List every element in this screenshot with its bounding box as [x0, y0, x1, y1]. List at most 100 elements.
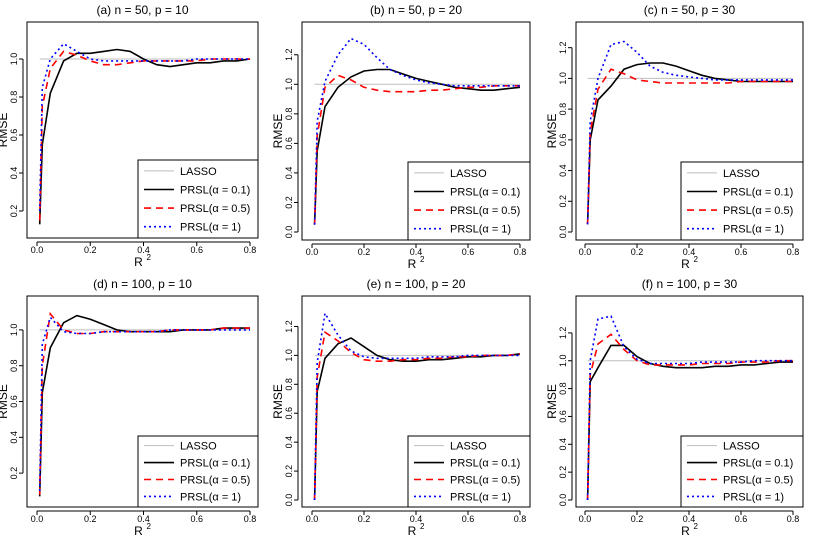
x-tick-label: 0.8: [244, 245, 257, 255]
y-tick-label: 0.8: [558, 382, 568, 395]
y-tick-label: 0.2: [284, 196, 294, 209]
y-tick-label: 0.0: [284, 226, 294, 239]
legend-entry: PRSL(α = 0.1): [180, 185, 250, 197]
y-tick-label: 1.0: [284, 78, 294, 91]
legend-entry-alpha: α = 1): [212, 222, 241, 234]
legend-entry: LASSO: [723, 168, 760, 180]
legend-entry-prefix: LASSO: [180, 166, 217, 178]
x-axis-label: R: [681, 524, 690, 538]
y-tick-label: 0.6: [284, 137, 294, 150]
legend-entry-prefix: LASSO: [723, 441, 760, 453]
series-line-3: [38, 42, 250, 212]
y-tick-label: 1.2: [284, 49, 294, 62]
panel-title: (f) n = 100, p = 30: [642, 277, 738, 291]
legend-entry-alpha: α = 0.5): [212, 203, 250, 215]
legend-entry-alpha: α = 0.5): [482, 474, 520, 486]
panel-a: (a) n = 50, p = 10 0.0 0.2 0.4 0.6 0.8 R 2 0.2 0.…: [0, 3, 259, 269]
panel-c: (c) n = 50, p = 30 0.0 0.2 0.4 0.6 0.8 R 2 0.0 0.…: [545, 3, 804, 271]
legend-entry: PRSL(α = 1): [450, 491, 511, 503]
panel-f: (f) n = 100, p = 30 0.0 0.2 0.4 0.6 0.8 R 2 0.0 0…: [545, 277, 804, 538]
y-tick-label: 1.0: [558, 72, 568, 85]
x-tick-label: 0.2: [631, 247, 644, 257]
legend-entry: PRSL(α = 0.1): [450, 458, 520, 470]
legend-entry: LASSO: [450, 441, 487, 453]
legend-entry-prefix: PRSL(: [723, 205, 756, 217]
legend-entry: PRSL(α = 0.5): [450, 205, 520, 217]
y-tick-label: 1.2: [558, 327, 568, 340]
y-tick-label: 0.2: [9, 205, 19, 218]
legend-box: [680, 435, 804, 508]
y-tick-label: 1.0: [9, 53, 19, 66]
series-line-3: [313, 311, 520, 501]
y-axis-label: RMSE: [271, 384, 285, 419]
x-tick-label: 0.2: [358, 247, 371, 257]
legend-entry-prefix: PRSL(: [450, 187, 483, 199]
y-tick-label: 1.0: [284, 349, 294, 362]
legend-entry: PRSL(α = 0.5): [723, 474, 793, 486]
legend-entry-alpha: α = 1): [482, 224, 511, 236]
series-line-3: [586, 40, 793, 225]
legend-entry-prefix: LASSO: [180, 441, 217, 453]
x-tick-label: 0.0: [579, 247, 592, 257]
y-tick-label: 0.4: [558, 438, 568, 451]
y-tick-label: 0.4: [9, 167, 19, 180]
y-axis-label: RMSE: [545, 384, 559, 419]
x-tick-label: 0.6: [735, 247, 748, 257]
legend-entry-prefix: PRSL(: [450, 491, 483, 503]
panel-title: (b) n = 50, p = 20: [370, 3, 462, 17]
legend-entry: PRSL(α = 0.1): [180, 458, 250, 470]
x-tick-label: 0.8: [244, 514, 257, 524]
panel-e: (e) n = 100, p = 20 0.0 0.2 0.4 0.6 0.8 R 2 0.0 0…: [271, 277, 531, 538]
series-line-2: [313, 74, 520, 225]
series-line-1: [313, 337, 521, 501]
legend-entry-prefix: PRSL(: [180, 203, 213, 215]
series-line-3: [38, 315, 250, 492]
x-axis-label: R: [134, 524, 143, 538]
y-tick-label: 1.2: [284, 320, 294, 333]
y-tick-label: 0.0: [558, 494, 568, 507]
x-tick-label: 0.6: [735, 514, 748, 524]
legend-entry-alpha: α = 1): [755, 224, 784, 236]
x-tick-label: 0.4: [410, 247, 423, 257]
y-tick-label: 0.0: [558, 226, 568, 239]
legend-entry: LASSO: [180, 441, 217, 453]
legend-entry-alpha: α = 1): [755, 491, 784, 503]
x-axis-label-superscript: 2: [694, 255, 699, 264]
x-tick-label: 0.8: [514, 247, 527, 257]
x-tick-label: 0.4: [137, 245, 150, 255]
legend-entry-alpha: α = 0.1): [755, 187, 793, 199]
legend-entry: LASSO: [723, 441, 760, 453]
legend: LASSO PRSL(α = 0.1) PRSL( α = 0.5) PRSL(α = …: [407, 435, 531, 508]
x-axis-label-superscript: 2: [420, 522, 425, 531]
legend-entry-alpha: α = 1): [482, 491, 511, 503]
legend-entry-alpha: α = 0.1): [755, 458, 793, 470]
legend-entry-alpha: α = 0.5): [212, 474, 250, 486]
y-tick-label: 1.2: [558, 41, 568, 54]
y-axis-label: RMSE: [271, 114, 285, 149]
legend-box: [407, 161, 531, 241]
x-tick-label: 0.2: [84, 245, 97, 255]
series-line-1: [586, 62, 793, 225]
y-axis-label: RMSE: [545, 114, 559, 149]
y-tick-label: 0.2: [284, 465, 294, 478]
x-tick-label: 0.8: [787, 247, 800, 257]
x-tick-label: 0.2: [358, 514, 371, 524]
legend-entry-prefix: LASSO: [450, 441, 487, 453]
legend-entry-prefix: PRSL(: [180, 222, 213, 234]
x-axis-label: R: [134, 255, 143, 269]
legend-entry-prefix: PRSL(: [180, 491, 213, 503]
legend-box: [680, 161, 804, 241]
series-line-1: [38, 48, 251, 225]
legend-entry: LASSO: [180, 166, 217, 178]
y-tick-label: 0.2: [9, 467, 19, 480]
y-tick-label: 0.6: [558, 134, 568, 147]
panel-title: (c) n = 50, p = 30: [644, 3, 736, 17]
panel-d: (d) n = 100, p = 10 0.0 0.2 0.4 0.6 0.8 R 2 0.2 0…: [0, 277, 259, 538]
panel-title: (a) n = 50, p = 10: [96, 3, 188, 17]
y-tick-label: 0.4: [558, 164, 568, 177]
series-line-2: [38, 311, 250, 495]
